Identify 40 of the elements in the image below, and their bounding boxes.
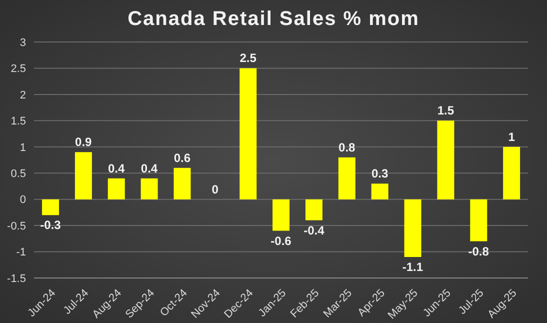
chart-title: Canada Retail Sales % mom <box>126 8 420 31</box>
bar <box>371 184 388 200</box>
data-label: 0 <box>212 182 219 196</box>
bar <box>174 168 191 200</box>
bar <box>74 152 92 200</box>
data-label: 0.9 <box>75 135 92 150</box>
data-label: 0.4 <box>108 161 125 176</box>
bar <box>272 199 290 231</box>
y-tick-label: -0.5 <box>7 220 26 232</box>
data-label: -0.6 <box>270 234 292 248</box>
y-tick-label: 0 <box>20 194 26 206</box>
data-label: -0.8 <box>468 244 490 258</box>
y-tick-label: 1.5 <box>10 116 26 128</box>
bar <box>338 157 356 200</box>
data-label: 0.3 <box>371 166 388 181</box>
data-label: 2.5 <box>240 51 257 66</box>
data-label: 0.8 <box>338 140 356 154</box>
data-label: -1.1 <box>402 260 424 274</box>
y-tick-label: 2.5 <box>10 63 26 76</box>
bar <box>108 178 125 200</box>
bar <box>503 146 520 200</box>
bar <box>240 68 257 200</box>
data-label: -0.4 <box>304 223 325 238</box>
y-tick-label: 3 <box>20 36 26 49</box>
data-label: 1.5 <box>437 104 454 118</box>
y-tick-label: 2 <box>20 89 26 102</box>
bar <box>140 178 158 200</box>
y-tick-label: -1.5 <box>7 272 26 285</box>
bar <box>404 199 422 258</box>
bar <box>305 199 322 220</box>
bar <box>42 199 59 216</box>
bar <box>437 120 454 200</box>
bar <box>470 199 488 242</box>
data-label: 0.4 <box>140 161 158 176</box>
data-label: -0.3 <box>40 218 62 232</box>
data-label: 1 <box>508 130 516 144</box>
y-tick-label: 1 <box>20 142 26 154</box>
y-tick-label: -1 <box>16 246 26 259</box>
y-tick-label: 0.5 <box>10 168 26 180</box>
data-label: 0.6 <box>174 150 191 165</box>
